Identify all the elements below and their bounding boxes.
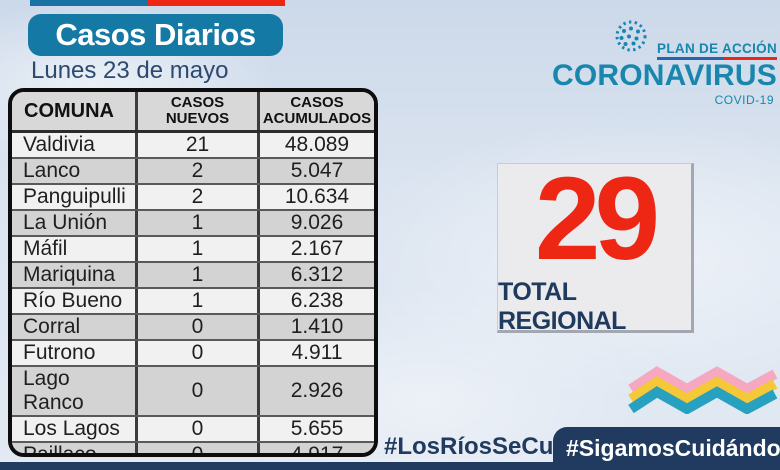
- casos-acumulados-cell: 48.089: [257, 133, 374, 157]
- casos-acumulados-cell: 6.238: [257, 289, 374, 313]
- casos-acumulados-cell: 5.655: [257, 417, 374, 441]
- comuna-cell: La Unión: [23, 211, 108, 234]
- flag-red-segment: [148, 0, 285, 6]
- table-row: Mariquina 1 6.312: [12, 261, 374, 287]
- table-row: Futrono 0 4.911: [12, 339, 374, 365]
- casos-acumulados-cell: 2.167: [257, 237, 374, 261]
- comuna-cell: Corral: [23, 315, 81, 338]
- table-row: Los Lagos 0 5.655: [12, 415, 374, 441]
- virus-icon: [609, 17, 653, 60]
- comuna-cell: Lago Ranco: [23, 367, 84, 414]
- casos-nuevos-cell: 1: [135, 263, 257, 287]
- casos-acumulados-cell: 4.917: [257, 443, 374, 453]
- casos-acumulados-cell: 4.911: [257, 341, 374, 365]
- casos-nuevos-cell: 1: [135, 237, 257, 261]
- casos-acumulados-cell: 2.926: [257, 367, 374, 415]
- bottom-navy-bar: [0, 462, 780, 470]
- comuna-cell: Lanco: [23, 159, 81, 182]
- total-regional-label: TOTAL REGIONAL: [498, 278, 626, 335]
- comuna-cell: Los Lagos: [23, 417, 120, 440]
- casos-nuevos-cell: 0: [135, 417, 257, 441]
- casos-acumulados-cell: 5.047: [257, 159, 374, 183]
- table-row: Lago Ranco 0 2.926: [12, 365, 374, 415]
- table-row: Corral 0 1.410: [12, 313, 374, 339]
- comuna-cell: Mariquina: [23, 263, 116, 286]
- column-header-casos-acumulados: CASOS ACUMULADOS: [257, 92, 374, 130]
- total-regional-card: 29 TOTAL REGIONAL: [497, 153, 694, 335]
- coronavirus-wordmark: CORONAVIRUS: [552, 59, 777, 92]
- covid19-label: COVID-19: [714, 93, 774, 107]
- hashtag-campaign: #SigamosCuidándonos: [566, 435, 780, 461]
- casos-nuevos-cell: 0: [135, 341, 257, 365]
- table-row: Lanco 2 5.047: [12, 157, 374, 183]
- plan-de-accion-label: PLAN DE ACCIÓN: [657, 41, 777, 56]
- casos-acumulados-cell: 10.634: [257, 185, 374, 209]
- coronavirus-logo: PLAN DE ACCIÓN CORONAVIRUS COVID-19: [552, 17, 777, 107]
- zigzag-decoration: [627, 362, 779, 419]
- plan-underline-flag-colors: [657, 57, 777, 60]
- total-regional-value: 29: [534, 153, 660, 285]
- table-row: Valdivia 21 48.089: [12, 133, 374, 157]
- casos-nuevos-cell: 0: [135, 315, 257, 339]
- date-label: Lunes 23 de mayo: [31, 57, 229, 84]
- flag-blue-segment: [30, 0, 148, 6]
- page-title: Casos Diarios: [55, 17, 256, 52]
- comuna-cell: Río Bueno: [23, 289, 123, 312]
- casos-nuevos-cell: 1: [135, 289, 257, 313]
- comuna-cell: Futrono: [23, 341, 96, 364]
- table-row: Río Bueno 1 6.238: [12, 287, 374, 313]
- table-row: La Unión 1 9.026: [12, 209, 374, 235]
- chile-flag-stripe: [30, 0, 285, 6]
- column-header-comuna: COMUNA: [24, 99, 114, 122]
- casos-acumulados-cell: 6.312: [257, 263, 374, 287]
- comuna-cell: Panguipulli: [23, 185, 126, 208]
- casos-nuevos-cell: 0: [135, 443, 257, 453]
- comuna-cell: Máfil: [23, 237, 68, 260]
- column-header-casos-nuevos: CASOS NUEVOS: [135, 92, 257, 130]
- casos-nuevos-cell: 0: [135, 367, 257, 415]
- casos-acumulados-cell: 1.410: [257, 315, 374, 339]
- table-body: Valdivia 21 48.089 Lanco 2 5.047 Panguip…: [12, 133, 374, 457]
- casos-nuevos-cell: 2: [135, 185, 257, 209]
- comuna-cell: Paillaco: [23, 443, 97, 457]
- table-row: Paillaco 0 4.917: [12, 441, 374, 457]
- casos-acumulados-cell: 9.026: [257, 211, 374, 235]
- comuna-cell: Valdivia: [23, 133, 95, 156]
- casos-nuevos-cell: 2: [135, 159, 257, 183]
- table-row: Panguipulli 2 10.634: [12, 183, 374, 209]
- table-header: COMUNA CASOS NUEVOS CASOS ACUMULADOS: [12, 92, 374, 133]
- cases-table: COMUNA CASOS NUEVOS CASOS ACUMULADOS Val…: [8, 88, 378, 457]
- table-row: Máfil 1 2.167: [12, 235, 374, 261]
- casos-nuevos-cell: 1: [135, 211, 257, 235]
- page-title-box: Casos Diarios: [28, 14, 283, 56]
- casos-nuevos-cell: 21: [135, 133, 257, 157]
